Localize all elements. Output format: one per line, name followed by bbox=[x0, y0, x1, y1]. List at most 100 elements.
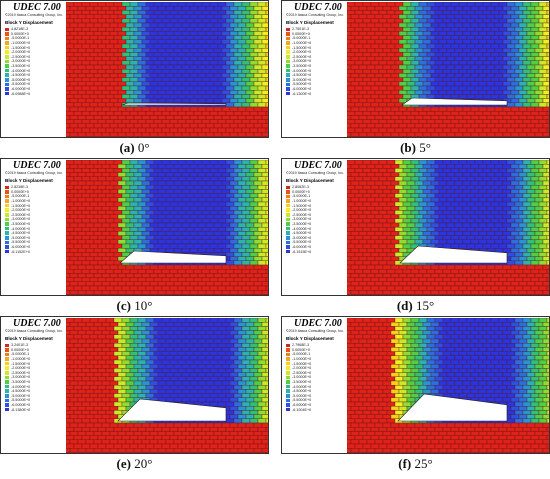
rock-block bbox=[406, 264, 416, 270]
rock-block bbox=[442, 168, 452, 173]
rock-block bbox=[181, 397, 191, 403]
rock-block bbox=[386, 2, 396, 7]
rock-block bbox=[434, 210, 444, 215]
rock-block bbox=[510, 98, 520, 103]
rock-block bbox=[362, 52, 372, 57]
rock-block bbox=[185, 77, 195, 82]
rock-block bbox=[394, 318, 404, 323]
rock-block bbox=[66, 368, 75, 373]
rock-block bbox=[109, 256, 119, 261]
rock-block bbox=[434, 326, 444, 331]
rock-block bbox=[101, 64, 111, 70]
rock-block bbox=[538, 218, 548, 224]
rock-block bbox=[66, 326, 75, 331]
rock-block bbox=[73, 201, 83, 207]
rock-block bbox=[69, 197, 79, 203]
rock-block bbox=[177, 285, 187, 291]
rock-block bbox=[426, 119, 436, 124]
rock-block bbox=[474, 210, 484, 215]
rock-block bbox=[85, 364, 95, 369]
legend-swatch bbox=[286, 64, 290, 68]
rock-block bbox=[169, 334, 179, 340]
rock-block bbox=[410, 10, 420, 15]
rock-block bbox=[494, 197, 504, 203]
rock-block bbox=[237, 22, 247, 28]
rock-block bbox=[157, 98, 167, 103]
rock-block bbox=[458, 318, 468, 323]
rock-block bbox=[261, 39, 268, 45]
legend-item: 2.8082E-3 bbox=[286, 185, 346, 190]
rock-block bbox=[213, 439, 223, 445]
rock-block bbox=[374, 73, 384, 78]
rock-block bbox=[229, 355, 239, 361]
rock-block bbox=[133, 380, 143, 386]
rock-block bbox=[109, 389, 119, 394]
rock-block bbox=[482, 277, 492, 282]
rock-block bbox=[474, 368, 484, 373]
rock-block bbox=[354, 10, 364, 15]
rock-block bbox=[249, 410, 259, 415]
rock-block bbox=[534, 338, 544, 344]
rock-block bbox=[510, 90, 520, 95]
rock-block bbox=[362, 210, 372, 215]
goaf-gap bbox=[399, 245, 508, 264]
rock-block bbox=[149, 39, 159, 45]
rock-block bbox=[406, 6, 416, 11]
rock-block bbox=[430, 206, 440, 211]
rock-block bbox=[410, 52, 420, 57]
rock-block bbox=[105, 2, 115, 7]
rock-block bbox=[462, 115, 472, 120]
rock-block bbox=[366, 172, 376, 177]
rock-block bbox=[85, 231, 95, 236]
rock-block bbox=[538, 227, 548, 232]
rock-block bbox=[486, 64, 496, 70]
rock-block bbox=[169, 52, 179, 57]
rock-block bbox=[402, 326, 412, 331]
rock-block bbox=[173, 180, 183, 186]
plot-frame: UDEC 7.00 ©2019 Itasca Consulting Group, … bbox=[281, 0, 550, 138]
rock-block bbox=[530, 18, 540, 24]
rock-block bbox=[370, 351, 380, 356]
rock-block bbox=[414, 380, 424, 386]
rock-block bbox=[466, 136, 476, 137]
rock-block bbox=[406, 189, 416, 194]
rock-block bbox=[77, 14, 87, 19]
rock-block bbox=[398, 39, 408, 45]
rock-block bbox=[354, 318, 364, 323]
rock-block bbox=[257, 418, 267, 424]
legend-value: -3.5000E+0 bbox=[11, 64, 31, 69]
rock-block bbox=[390, 132, 400, 137]
rock-block bbox=[157, 222, 167, 228]
rock-block bbox=[498, 43, 508, 49]
rock-block bbox=[125, 98, 135, 103]
rock-block bbox=[133, 39, 143, 45]
rock-block bbox=[165, 248, 175, 253]
rock-block bbox=[77, 172, 87, 177]
rock-block bbox=[97, 69, 107, 74]
legend-item: -4.5000E+0 bbox=[286, 73, 346, 78]
rock-block bbox=[526, 48, 536, 53]
rock-block bbox=[93, 248, 103, 253]
rock-block bbox=[169, 43, 179, 49]
rock-block bbox=[347, 277, 356, 282]
rock-block bbox=[402, 210, 412, 215]
rock-block bbox=[233, 252, 243, 257]
rock-block bbox=[265, 10, 268, 15]
rock-block bbox=[366, 206, 376, 211]
rock-block bbox=[486, 239, 496, 245]
rock-block bbox=[502, 364, 512, 369]
rock-block bbox=[347, 222, 352, 228]
rock-block bbox=[518, 48, 528, 53]
rock-block bbox=[173, 214, 183, 219]
rock-block bbox=[197, 39, 207, 45]
rock-block bbox=[410, 235, 420, 240]
rock-block bbox=[478, 231, 488, 236]
rock-block bbox=[161, 285, 171, 291]
rock-block bbox=[398, 90, 408, 95]
rock-block bbox=[358, 347, 368, 352]
rock-block bbox=[173, 364, 183, 369]
rock-block bbox=[378, 376, 388, 382]
rock-block bbox=[189, 322, 199, 327]
rock-block bbox=[237, 264, 247, 270]
rock-block bbox=[370, 343, 380, 348]
